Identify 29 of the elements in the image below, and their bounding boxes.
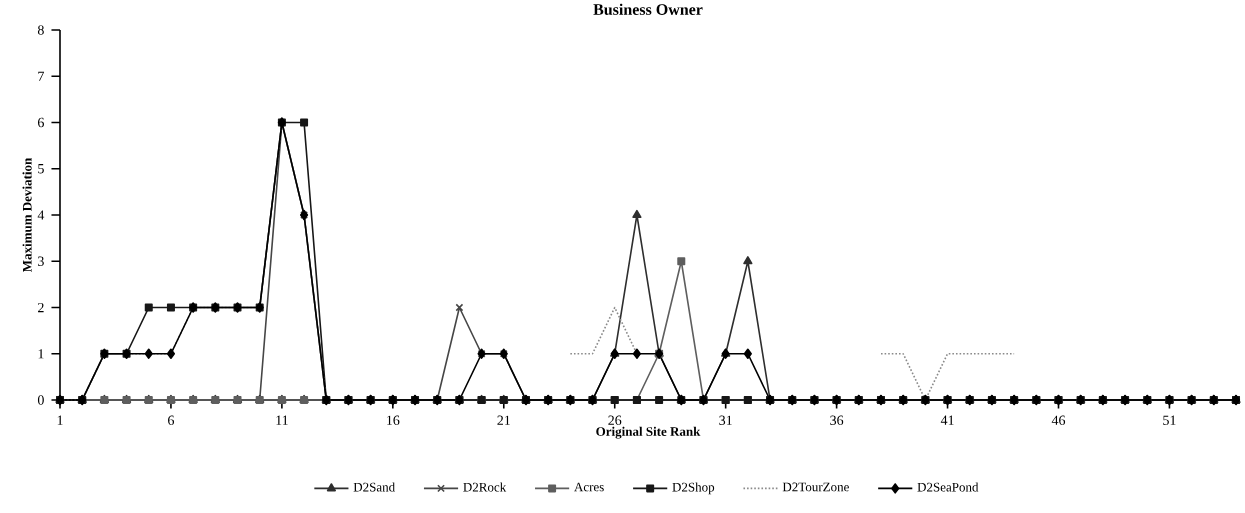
y-axis-title: Maximum Deviation xyxy=(22,157,32,273)
x-tick-label: 26 xyxy=(608,415,622,425)
legend-label: D2TourZone xyxy=(782,482,849,492)
x-axis-title: Original Site Rank xyxy=(596,426,701,439)
y-tick-label: 3 xyxy=(38,256,44,266)
legend-label: Acres xyxy=(574,482,604,492)
x-tick-label: 31 xyxy=(719,415,732,425)
y-tick-label: 0 xyxy=(37,395,44,405)
y-tick-label: 8 xyxy=(37,25,44,35)
chart-title: Business Owner xyxy=(593,3,703,15)
y-tick-label: 4 xyxy=(37,210,45,220)
y-tick-label: 7 xyxy=(38,71,44,81)
legend-label: D2SeaPond xyxy=(917,482,979,492)
legend-label: D2Shop xyxy=(672,482,715,495)
x-tick-label: 41 xyxy=(940,415,954,425)
x-tick-label: 46 xyxy=(1051,415,1066,425)
x-tick-label: 6 xyxy=(168,415,175,425)
x-tick-label: 1 xyxy=(57,415,63,425)
y-tick-label: 1 xyxy=(38,349,44,359)
x-tick-label: 51 xyxy=(1163,415,1176,425)
y-tick-label: 5 xyxy=(38,164,44,174)
y-tick-label: 2 xyxy=(38,302,44,313)
legend-label: D2Rock xyxy=(463,482,507,492)
x-tick-label: 11 xyxy=(276,415,288,425)
x-tick-label: 16 xyxy=(387,415,400,425)
x-tick-label: 36 xyxy=(830,415,844,425)
y-tick-label: 6 xyxy=(37,117,44,128)
legend-label: D2Sand xyxy=(353,482,395,492)
x-tick-label: 21 xyxy=(497,415,510,425)
